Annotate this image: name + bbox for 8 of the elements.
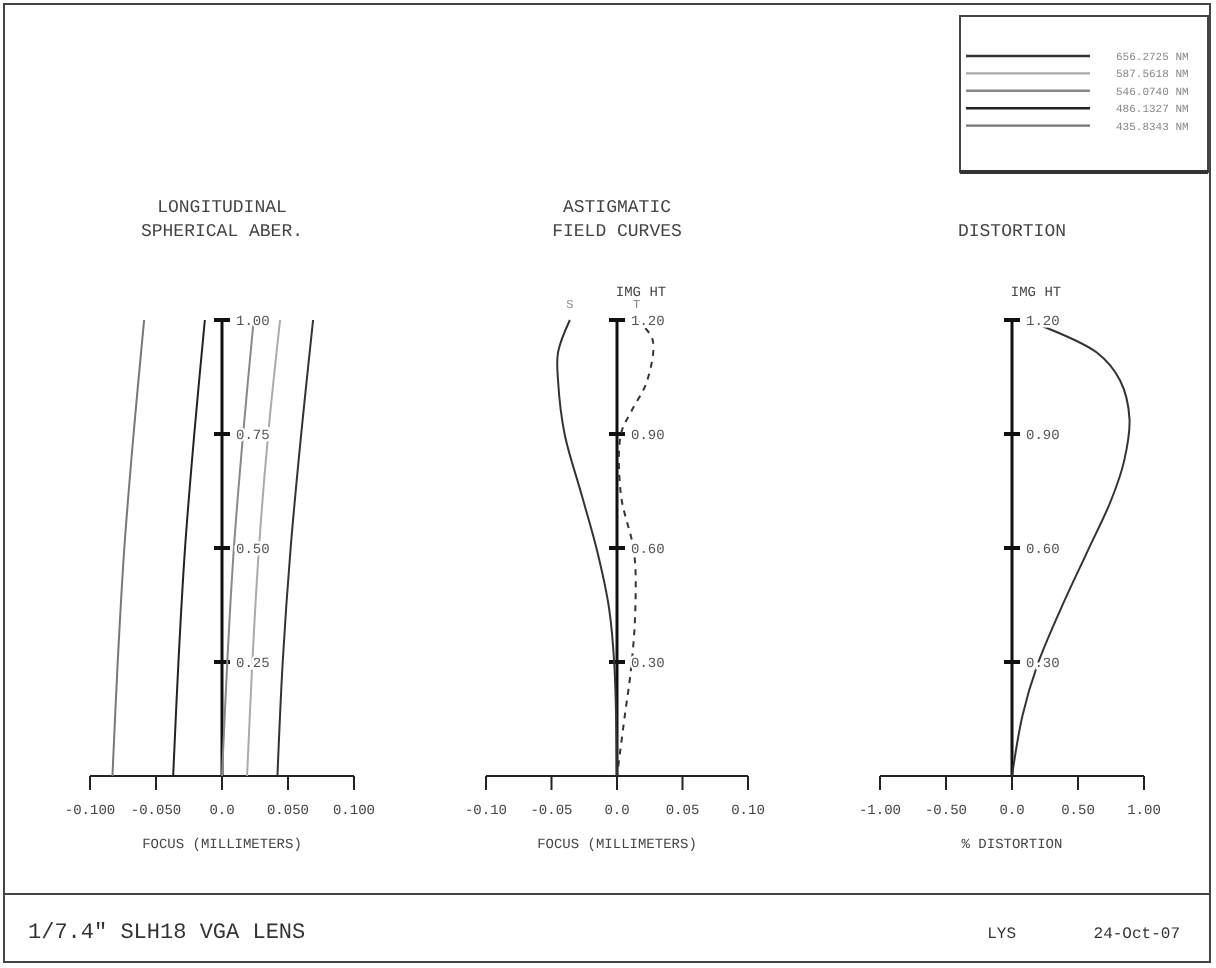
chart-title: DISTORTION [957,222,1067,242]
chart-title: LONGITUDINAL SPHERICAL ABER. [140,198,304,242]
line-series [111,319,146,777]
text: 24-Oct-07 [1093,926,1181,944]
text: LYS [987,926,1017,944]
line-series [276,319,315,777]
chart-title: ASTIGMATIC FIELD CURVES [552,198,682,242]
text: 1/7.4" SLH18 VGA LENS [28,922,307,946]
